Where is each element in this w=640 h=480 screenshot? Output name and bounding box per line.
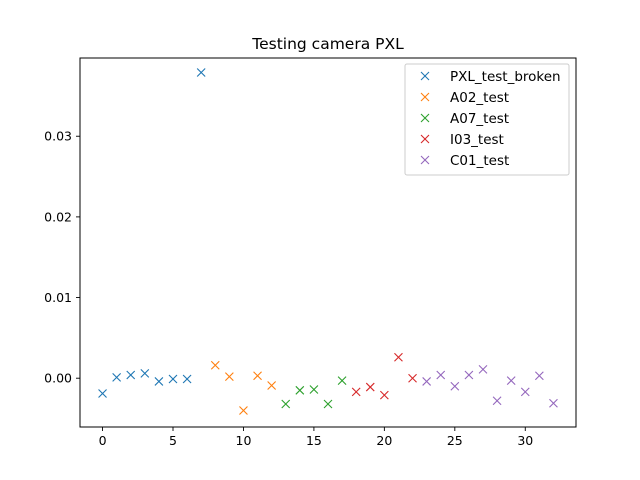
legend-label-2: A07_test [450, 111, 509, 127]
y-tick-label-0: 0.00 [44, 371, 72, 386]
point-4-7 [520, 387, 530, 397]
point-0-4 [154, 377, 164, 386]
legend-label-3: I03_test [450, 132, 504, 148]
x-tick-label-4: 20 [376, 433, 392, 448]
legend-marker-4 [420, 155, 430, 165]
point-4-4 [478, 364, 488, 374]
point-4-2 [450, 381, 460, 391]
legend-label-1: A02_test [450, 90, 509, 106]
legend-label-4: C01_test [450, 153, 509, 169]
legend-marker-1 [420, 92, 430, 102]
point-3-1 [365, 382, 375, 392]
point-1-3 [253, 371, 262, 381]
point-0-6 [182, 374, 192, 384]
point-2-1 [295, 385, 305, 395]
legend-marker-2 [420, 113, 430, 123]
x-tick-label-5: 25 [447, 433, 463, 448]
y-tick-label-2: 0.02 [44, 209, 72, 224]
point-4-8 [534, 371, 544, 381]
point-0-5 [168, 374, 178, 384]
y-axis: 0.00 0.01 0.02 0.03 [44, 129, 80, 386]
point-2-4 [337, 376, 347, 386]
y-tick-label-3: 0.03 [44, 129, 72, 144]
point-3-4 [408, 373, 417, 383]
point-0-1 [112, 373, 122, 382]
chart-title: Testing camera PXL [251, 35, 404, 53]
point-4-3 [464, 370, 474, 380]
point-0-3 [140, 368, 150, 378]
x-tick-label-0: 0 [99, 433, 107, 448]
point-4-1 [436, 370, 446, 380]
legend: PXL_test_broken A02_test A07_test I03_test C… [404, 63, 570, 176]
x-tick-label-6: 30 [517, 433, 533, 448]
x-tick-label-3: 15 [306, 433, 322, 448]
legend-marker-0 [420, 71, 430, 81]
point-3-3 [394, 352, 403, 362]
plot-frame [79, 57, 577, 428]
point-2-0 [281, 399, 291, 409]
point-0-0 [98, 389, 107, 398]
point-0-7 [196, 68, 206, 77]
data-points [98, 68, 558, 415]
point-0-2 [126, 370, 136, 380]
x-tick-label-1: 5 [169, 433, 177, 448]
point-3-0 [351, 387, 361, 397]
legend-box [404, 63, 570, 176]
point-4-6 [506, 376, 516, 386]
point-1-0 [210, 360, 220, 370]
y-tick-label-1: 0.01 [44, 290, 72, 305]
legend-label-0: PXL_test_broken [450, 69, 561, 85]
point-1-2 [239, 406, 248, 415]
point-4-9 [549, 398, 558, 408]
point-3-2 [379, 390, 389, 400]
point-1-1 [224, 372, 234, 381]
point-2-3 [323, 399, 333, 409]
point-4-0 [422, 377, 432, 386]
legend-marker-3 [420, 134, 430, 144]
point-2-2 [309, 385, 319, 394]
x-axis: 0 5 10 15 20 25 30 [99, 427, 533, 448]
x-tick-label-2: 10 [236, 433, 252, 448]
point-4-5 [492, 396, 502, 406]
point-1-4 [267, 381, 277, 390]
